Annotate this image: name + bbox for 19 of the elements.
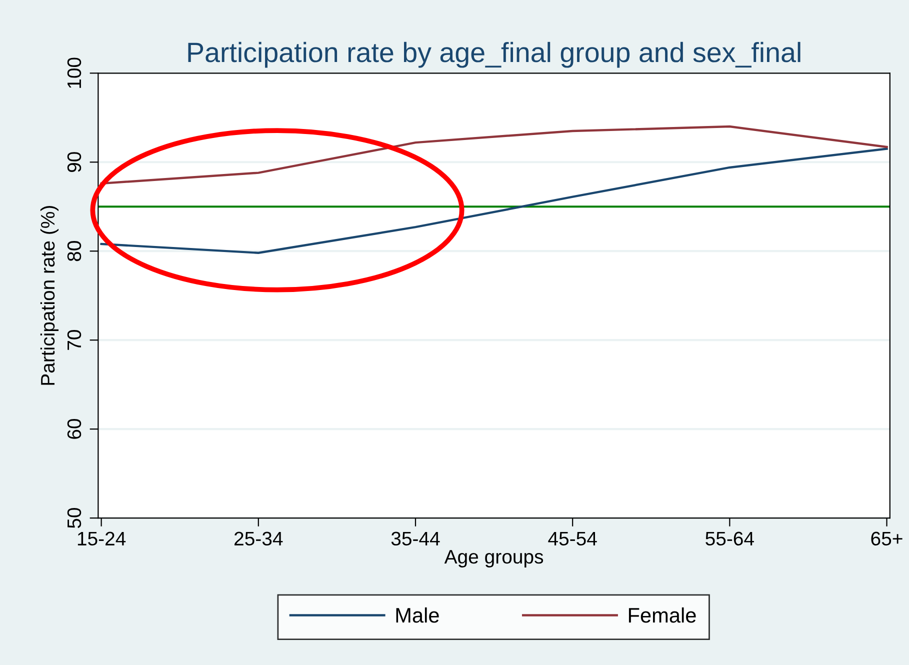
legend-label: Female [628,607,696,623]
line-series [100,148,888,254]
y-tick-label: 50 [67,508,82,528]
y-tick-label: 70 [67,330,82,350]
legend-label: Male [396,607,439,623]
x-axis-title: Age groups [444,550,544,568]
y-tick-label: 80 [67,241,82,262]
x-tick-label: 25-34 [234,532,283,546]
x-tick-label: 45-54 [548,532,597,546]
chart-title: Participation rate by age_final group and sex_final [188,42,800,68]
y-tick-label: 90 [67,152,82,172]
y-axis-title: Participation rate (%) [40,206,59,385]
y-tick-label: 60 [67,419,82,439]
x-tick-label: 35-44 [391,532,440,546]
x-tick-label: 15-24 [78,532,126,546]
x-tick-label: 65+ [871,532,902,546]
line-series [100,125,888,185]
x-tick-label: 55-64 [706,532,754,546]
y-tick-label: 100 [67,58,82,88]
